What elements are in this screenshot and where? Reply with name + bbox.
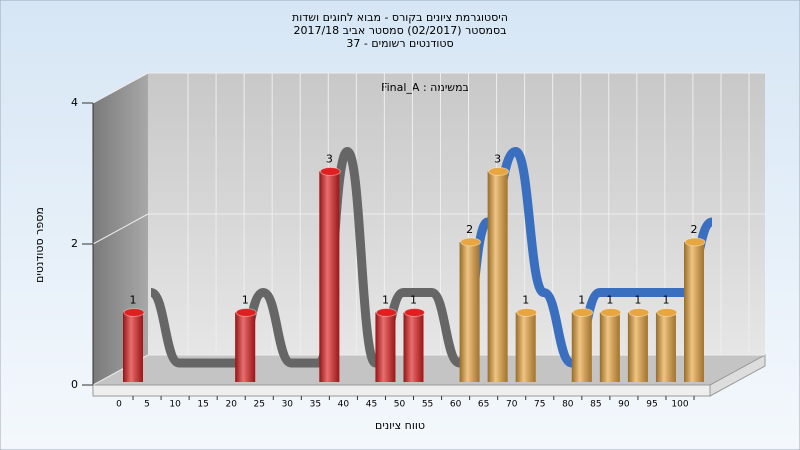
x-tick-label: 50 (394, 400, 406, 410)
y-tick-label: 4 (71, 96, 78, 109)
x-tick-label: 10 (169, 400, 181, 410)
bar-shade (375, 312, 396, 382)
subtitle: במשימה : Final_A (381, 81, 469, 94)
data-label: 1 (242, 294, 249, 307)
bar-shade (684, 242, 704, 382)
x-axis-label: טווח ציונים (375, 419, 425, 432)
bar-cap (656, 308, 678, 317)
y-tick-label: 2 (71, 237, 78, 250)
x-tick-label: 75 (534, 400, 545, 410)
data-label: 1 (130, 294, 137, 307)
y-axis-label: מספר סטודנטים (33, 207, 46, 283)
x-tick-label: 70 (506, 400, 518, 410)
bar-shade (655, 312, 676, 382)
data-label: 2 (691, 223, 698, 236)
bar-shade (459, 242, 480, 382)
floor-side (709, 354, 766, 397)
bar-cap (572, 308, 594, 317)
y-tick-label: 0 (71, 378, 78, 391)
floor (93, 355, 765, 385)
bar-cap (123, 308, 145, 317)
data-label: 1 (578, 294, 585, 307)
data-label: 3 (494, 153, 501, 166)
x-tick-label: 15 (197, 400, 208, 410)
bar-cap (235, 308, 257, 317)
x-tick-label: 60 (450, 400, 462, 410)
x-tick-label: 80 (562, 400, 574, 410)
x-tick-label: 55 (422, 400, 433, 410)
bar-cap (375, 308, 397, 317)
bar-shade (235, 312, 256, 382)
bar-cap (628, 308, 650, 317)
bar-shade (627, 312, 648, 382)
data-label: 3 (326, 153, 333, 166)
data-label: 1 (410, 294, 417, 307)
bar-shade (319, 171, 340, 382)
grid-line (92, 213, 149, 245)
x-tick-label: 100 (671, 400, 688, 410)
data-label: 2 (466, 223, 473, 236)
bar-cap (516, 308, 538, 317)
floor-front (92, 384, 711, 397)
x-tick-label: 5 (144, 400, 150, 410)
x-tick-label: 95 (646, 400, 657, 410)
data-label: 1 (382, 294, 389, 307)
bar-cap (319, 167, 341, 176)
x-tick-label: 35 (310, 400, 321, 410)
grid-line (92, 72, 149, 104)
bar-shade (487, 171, 508, 382)
data-label: 1 (634, 294, 641, 307)
x-tick-label: 25 (254, 400, 265, 410)
chart-title: סטודנטים רשומים - 37 (346, 37, 453, 50)
data-label: 1 (662, 294, 669, 307)
chart-title: בסמסטר (02/2017) סמסטר אביב 2017/18 (293, 24, 506, 37)
x-tick-label: 30 (282, 400, 294, 410)
data-label: 1 (522, 294, 529, 307)
chart-title: היסטוגרמת ציונים בקורס - מבוא לחוגים ושד… (292, 11, 508, 24)
x-tick-label: 45 (366, 400, 377, 410)
x-tick-label: 90 (618, 400, 630, 410)
bar-shade (403, 312, 424, 382)
x-tick-label: 40 (338, 400, 350, 410)
x-tick-label: 85 (590, 400, 601, 410)
bar-cap (460, 237, 482, 247)
bar-cap (684, 237, 706, 247)
bar-cap (600, 308, 622, 317)
x-tick-label: 20 (225, 400, 237, 410)
bar-shade (599, 312, 620, 382)
bar-shade (515, 312, 536, 382)
x-tick-label: 65 (478, 400, 489, 410)
bar-shade (571, 312, 592, 382)
bar-cap (488, 167, 510, 176)
bar-cap (404, 308, 425, 317)
x-tick-label: 0 (116, 400, 122, 410)
bar-shade (123, 312, 143, 382)
data-label: 1 (606, 294, 613, 307)
